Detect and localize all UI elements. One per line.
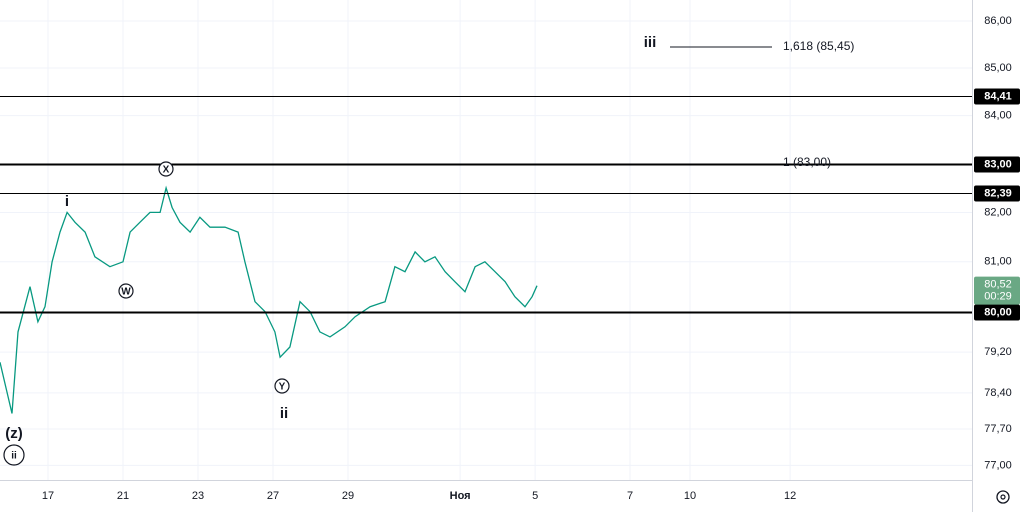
fib-label: 1,618 (85,45) <box>783 39 854 53</box>
settings-button[interactable] <box>996 490 1010 504</box>
settings-icon-core[interactable] <box>1000 494 1006 500</box>
wave-label: Y <box>279 382 286 393</box>
x-tick-label: 21 <box>117 490 129 502</box>
wave-label: iii <box>644 34 657 51</box>
x-tick-label: Ноя <box>450 490 471 502</box>
last-price-label: 80,52 <box>984 279 1012 291</box>
last-price-tag <box>974 276 1020 305</box>
wave-circle <box>158 161 174 177</box>
level-tag <box>974 88 1020 105</box>
x-tick-label: 12 <box>784 490 796 502</box>
y-tick-label: 78,40 <box>984 387 1012 399</box>
fib-label: 1 (83,00) <box>783 155 831 169</box>
x-tick-label: 23 <box>192 490 204 502</box>
x-tick-label: 10 <box>684 490 696 502</box>
wave-circle <box>118 283 134 299</box>
y-tick-label: 81,00 <box>984 256 1012 268</box>
wave-label: ii <box>11 451 17 462</box>
wave-label: (z) <box>5 425 23 442</box>
wave-label: W <box>121 287 131 298</box>
y-tick-label: 77,70 <box>984 423 1012 435</box>
wave-label: i <box>65 193 69 210</box>
wave-circle <box>274 378 290 394</box>
price-line <box>0 185 538 414</box>
wave-label: X <box>163 165 170 176</box>
y-tick-label: 79,20 <box>984 346 1012 358</box>
level-tag <box>974 304 1020 321</box>
x-tick-label: 7 <box>627 490 633 502</box>
countdown: 00:29 <box>984 291 1012 303</box>
wave-circle <box>3 444 25 466</box>
level-tag <box>974 185 1020 202</box>
wave-label: ii <box>280 405 288 422</box>
x-tick-label: 29 <box>342 490 354 502</box>
y-tick-label: 77,00 <box>984 459 1012 471</box>
level-tag-label: 83,00 <box>984 158 1012 170</box>
level-tag-label: 80,00 <box>984 306 1012 318</box>
x-tick-label: 5 <box>532 490 538 502</box>
level-tag-label: 84,41 <box>984 90 1012 102</box>
x-tick-label: 27 <box>267 490 279 502</box>
y-tick-label: 84,00 <box>984 109 1012 121</box>
level-tag <box>974 156 1020 173</box>
level-tag-label: 82,39 <box>984 187 1012 199</box>
y-tick-label: 82,00 <box>984 206 1012 218</box>
x-tick-label: 17 <box>42 490 54 502</box>
y-tick-label: 85,00 <box>984 62 1012 74</box>
y-tick-label: 86,00 <box>984 15 1012 27</box>
settings-icon[interactable] <box>996 490 1010 504</box>
